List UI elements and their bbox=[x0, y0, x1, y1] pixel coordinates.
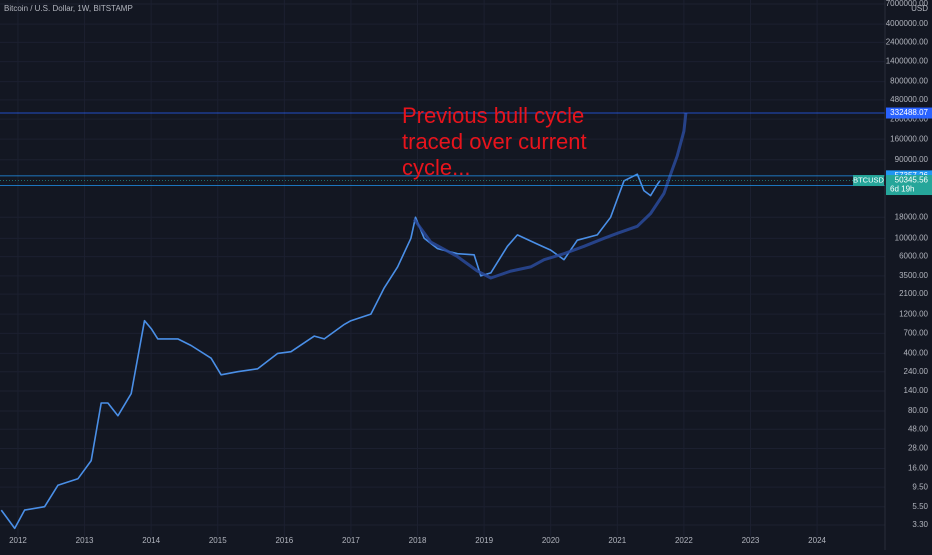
countdown: 6d 19h bbox=[890, 185, 914, 194]
price-label: 332488.07 bbox=[890, 108, 928, 117]
x-tick-label: 2016 bbox=[275, 536, 293, 545]
y-tick-label: 16.00 bbox=[908, 464, 929, 473]
y-tick-label: 48.00 bbox=[908, 424, 929, 433]
annotation: cycle... bbox=[402, 155, 470, 180]
x-tick-label: 2024 bbox=[808, 536, 826, 545]
y-tick-label: 140.00 bbox=[904, 386, 929, 395]
y-tick-label: 6000.00 bbox=[899, 252, 928, 261]
last-price-box bbox=[886, 175, 932, 196]
x-tick-label: 2012 bbox=[9, 536, 27, 545]
y-tick-label: 1400000.00 bbox=[886, 57, 929, 66]
x-tick-label: 2013 bbox=[76, 536, 94, 545]
x-tick-label: 2014 bbox=[142, 536, 160, 545]
unit: USD bbox=[911, 4, 928, 13]
y-tick-label: 3.30 bbox=[912, 520, 928, 529]
annotation: Previous bull cycle bbox=[402, 103, 584, 128]
y-tick-label: 400.00 bbox=[904, 349, 929, 358]
x-tick-label: 2015 bbox=[209, 536, 227, 545]
y-tick-label: 2100.00 bbox=[899, 289, 928, 298]
y-tick-label: 9.50 bbox=[912, 482, 928, 491]
x-tick-label: 2022 bbox=[675, 536, 693, 545]
y-tick-label: 7000000.00 bbox=[886, 0, 929, 8]
axis: 3.30 5.50 9.50 16.00 28.00 48.00 80.00 140.00 24… bbox=[9, 0, 932, 550]
y-tick-label: 1200.00 bbox=[899, 309, 928, 318]
symbol-box bbox=[853, 175, 884, 187]
y-tick-label: 80.00 bbox=[908, 406, 929, 415]
y-tick-label: 700.00 bbox=[904, 329, 929, 338]
x-tick-label: 2018 bbox=[409, 536, 427, 545]
y-tick-label: 2400000.00 bbox=[886, 37, 929, 46]
last-price-label: 50345.56 bbox=[895, 176, 929, 185]
series-line bbox=[412, 112, 688, 280]
y-tick-label: 480000.00 bbox=[890, 95, 928, 104]
chart-title: Bitcoin / U.S. Dollar, 1W, BITSTAMP bbox=[4, 4, 133, 13]
y-tick-label: 18000.00 bbox=[895, 212, 929, 221]
y-tick-label: 160000.00 bbox=[890, 134, 928, 143]
y-tick-label: 5.50 bbox=[912, 502, 928, 511]
y-tick-label: 240.00 bbox=[904, 367, 929, 376]
annotation: traced over current bbox=[402, 129, 587, 154]
axis-panel bbox=[885, 0, 932, 550]
y-tick-label: 800000.00 bbox=[890, 77, 928, 86]
y-tick-label: 4000000.00 bbox=[886, 19, 929, 28]
y-tick-label: 10000.00 bbox=[895, 233, 929, 242]
grid bbox=[0, 0, 885, 536]
lines bbox=[0, 112, 885, 530]
x-tick-label: 2023 bbox=[742, 536, 760, 545]
x-tick-label: 2019 bbox=[475, 536, 493, 545]
y-tick-label: 28.00 bbox=[908, 444, 929, 453]
y-tick-label: 3500.00 bbox=[899, 271, 928, 280]
x-tick-label: 2020 bbox=[542, 536, 560, 545]
y-tick-label: 90000.00 bbox=[895, 155, 929, 164]
price-label-box bbox=[886, 107, 932, 119]
symbol-label: BTCUSD bbox=[853, 176, 884, 185]
series-line bbox=[0, 173, 661, 530]
y-tick-label: 280000.00 bbox=[890, 114, 928, 123]
x-tick-label: 2021 bbox=[608, 536, 626, 545]
x-tick-label: 2017 bbox=[342, 536, 360, 545]
